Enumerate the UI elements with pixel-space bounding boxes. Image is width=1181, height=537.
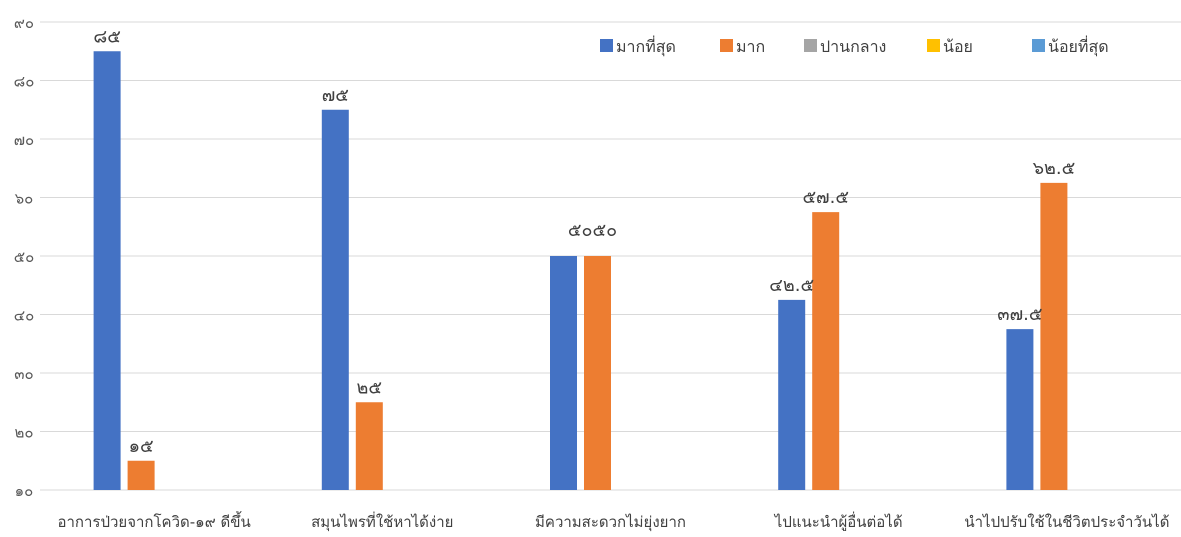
category-label: สมุนไพรที่ใช้หาได้ง่าย (311, 511, 453, 532)
data-label: ๗๕ (322, 85, 349, 106)
bar-most (321, 109, 349, 490)
y-tick-label: ๖๐ (15, 190, 34, 208)
data-label: ๔๒.๕ (769, 275, 814, 296)
bar-much (1040, 182, 1068, 490)
data-label: ๖๒.๕ (1033, 158, 1076, 179)
bar-much (812, 212, 840, 490)
bar-most (550, 256, 577, 490)
legend: มากที่สุด มาก ปานกลาง น้อย น้อยที่สุด (600, 35, 1109, 57)
category-label: อาการป่วยจากโควิด-๑๙ ดีขึ้น (57, 511, 250, 531)
legend-swatch (600, 39, 613, 52)
data-label: ๘๕ (93, 26, 121, 47)
legend-swatch (927, 39, 940, 52)
legend-swatch (720, 39, 733, 52)
y-tick-label: ๕๐ (14, 248, 35, 266)
bar-most (778, 299, 806, 490)
category-label: ไปแนะนำผู้อื่นต่อได้ (774, 511, 903, 531)
legend-label: มาก (736, 37, 765, 56)
data-label: ๓๗.๕ (997, 304, 1042, 325)
x-axis-categories: อาการป่วยจากโควิด-๑๙ ดีขึ้น สมุนไพรที่ใช้… (57, 511, 1169, 532)
bar-most (93, 51, 121, 490)
y-tick-label: ๘๐ (14, 73, 35, 91)
y-tick-label: ๒๐ (14, 424, 33, 442)
legend-label: มากที่สุด (616, 35, 676, 57)
data-label: ๕๐๕๐ (568, 220, 617, 241)
category-label: นำไปปรับใช้ในชีวิตประจำวันได้ (964, 513, 1169, 531)
legend-label: ปานกลาง (820, 37, 886, 56)
y-tick-label: ๑๐ (15, 482, 34, 500)
y-tick-label: ๙๐ (14, 14, 34, 32)
y-axis-ticks: ๑๐ ๒๐ ๓๐ ๔๐ ๕๐ ๖๐ ๗๐ ๘๐ ๙๐ (14, 14, 35, 500)
y-tick-label: ๓๐ (14, 365, 33, 383)
bar-much (584, 256, 611, 490)
bar-much (127, 460, 155, 490)
data-label: ๕๗.๕ (802, 187, 849, 208)
category-label: มีความสะดวกไม่ยุ่งยาก (535, 513, 686, 532)
bar-most (1006, 329, 1034, 490)
data-label: ๑๕ (129, 436, 154, 457)
legend-label: น้อย (943, 37, 973, 56)
bar-much (355, 402, 383, 490)
y-tick-label: ๔๐ (14, 307, 35, 325)
bars (93, 51, 1068, 490)
legend-label: น้อยที่สุด (1048, 35, 1109, 57)
data-label: ๒๕ (357, 377, 383, 398)
y-tick-label: ๗๐ (14, 131, 34, 149)
legend-swatch (804, 39, 817, 52)
legend-swatch (1032, 39, 1045, 52)
